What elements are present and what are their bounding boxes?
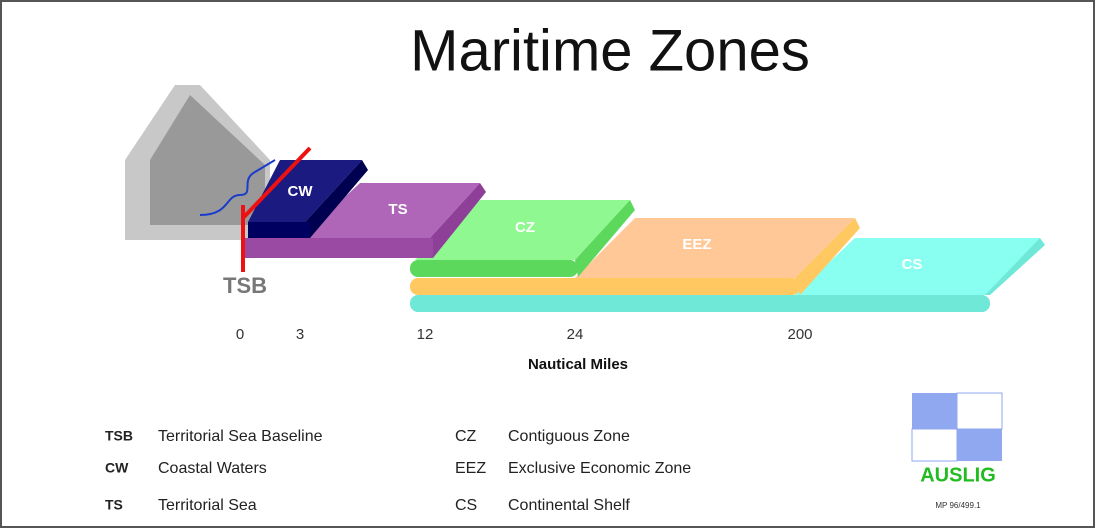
scale-mark: 200 bbox=[787, 326, 812, 343]
legend-abbr: TSB bbox=[105, 428, 133, 444]
legend-text: Coastal Waters bbox=[158, 460, 267, 477]
legend-abbr: TS bbox=[105, 497, 123, 513]
diagram: Maritime Zones CW TS CZ EEZ CS TSB bbox=[0, 0, 1095, 528]
title: Maritime Zones bbox=[410, 18, 810, 83]
legend-text: Exclusive Economic Zone bbox=[508, 460, 691, 477]
legend-abbr: CZ bbox=[455, 428, 477, 445]
scale-mark: 24 bbox=[567, 326, 584, 343]
scale-mark: 3 bbox=[296, 326, 304, 343]
legend-text: Contiguous Zone bbox=[508, 428, 630, 445]
baseline-label: TSB bbox=[223, 273, 267, 298]
zone-label: EEZ bbox=[682, 236, 711, 253]
logo-code: MP 96/499.1 bbox=[935, 501, 981, 510]
legend-abbr: CW bbox=[105, 460, 129, 476]
zone-label: CW bbox=[288, 183, 314, 200]
zone-label: TS bbox=[388, 201, 407, 218]
scale-mark: 12 bbox=[417, 326, 434, 343]
legend-text: Continental Shelf bbox=[508, 497, 630, 514]
logo-text: AUSLIG bbox=[920, 464, 996, 486]
legend-text: Territorial Sea Baseline bbox=[158, 428, 323, 445]
legend-text: Territorial Sea bbox=[158, 497, 257, 514]
zone-label: CS bbox=[902, 256, 923, 273]
scale-mark: 0 bbox=[236, 326, 244, 343]
scale-title: Nautical Miles bbox=[528, 356, 628, 373]
legend-abbr: CS bbox=[455, 497, 477, 514]
legend-abbr: EEZ bbox=[455, 460, 486, 477]
zone-label: CZ bbox=[515, 219, 535, 236]
